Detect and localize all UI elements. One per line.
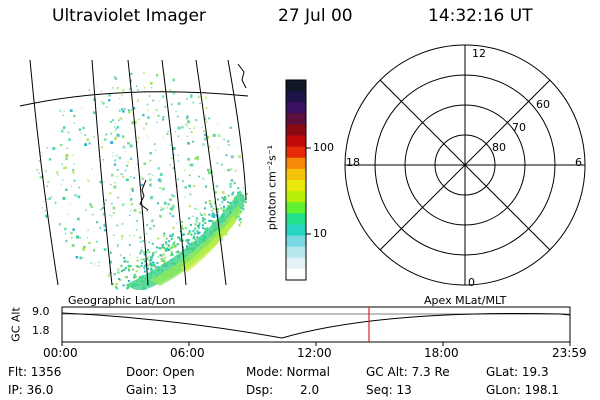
colorbar-segment xyxy=(286,257,306,270)
colorbar-segment xyxy=(286,235,306,248)
date-label: 27 Jul 00 xyxy=(278,6,353,26)
mlt-label-0: 0 xyxy=(468,276,475,289)
glat-value: GLat: 19.3 xyxy=(486,365,549,379)
colorbar-segment xyxy=(286,157,306,170)
mlt-label-18: 18 xyxy=(346,156,360,169)
colorbar-segment xyxy=(286,135,306,148)
gc-alt-axis-label: GC Alt xyxy=(9,307,23,342)
colorbar-segment xyxy=(286,124,306,137)
gain-value: Gain: 13 xyxy=(126,383,177,397)
colorbar-segment xyxy=(286,180,306,192)
colorbar-segment xyxy=(286,168,306,181)
color-bar xyxy=(286,80,306,281)
ip-value: IP: 36.0 xyxy=(8,383,54,397)
colorbar-unit-label: photon cm⁻²s⁻¹ xyxy=(265,144,279,231)
lat-label-80: 80 xyxy=(492,141,506,154)
x-tick-0000: 00:00 xyxy=(43,346,78,360)
colorbar-tick-10: 10 xyxy=(313,227,327,240)
x-tick-0600: 06:00 xyxy=(170,346,205,360)
colorbar-segment xyxy=(286,91,306,103)
altitude-timeline xyxy=(61,306,571,346)
aurora-image xyxy=(19,60,248,290)
y-tick-9: 9.0 xyxy=(32,305,50,318)
colorbar-segment xyxy=(286,80,306,92)
dsp-label: Dsp: xyxy=(246,383,274,397)
colorbar-tick-100: 100 xyxy=(313,141,334,154)
x-tick-1200: 12:00 xyxy=(297,346,332,360)
timeline-right-label: Apex MLat/MLT xyxy=(424,294,507,307)
glon-value: GLon: 198.1 xyxy=(486,383,559,397)
colorbar-segment xyxy=(286,113,306,125)
timeline-left-label: Geographic Lat/Lon xyxy=(68,294,176,307)
y-tick-1.8: 1.8 xyxy=(32,324,50,337)
flight-number: Flt: 1356 xyxy=(8,365,62,379)
instrument-title: Ultraviolet Imager xyxy=(52,6,206,26)
colorbar-segment xyxy=(286,191,306,203)
gc-alt-value: GC Alt: 7.3 Re xyxy=(366,365,450,379)
x-tick-2359: 23:59 xyxy=(552,346,587,360)
sequence-value: Seq: 13 xyxy=(366,383,412,397)
mlt-label-12: 12 xyxy=(472,47,486,60)
polar-mlt-plot xyxy=(344,44,586,286)
lat-label-60: 60 xyxy=(536,98,550,111)
colorbar-segment xyxy=(286,202,306,214)
colorbar-segment xyxy=(286,224,306,237)
door-status: Door: Open xyxy=(126,365,195,379)
time-label: 14:32:16 UT xyxy=(428,6,533,26)
colorbar-segment xyxy=(286,102,306,114)
mlt-label-6: 6 xyxy=(575,156,582,169)
colorbar-segment xyxy=(286,146,306,159)
colorbar-segment xyxy=(286,213,306,225)
colorbar-segment xyxy=(286,268,306,281)
mode-status: Mode: Normal xyxy=(246,365,330,379)
x-tick-1800: 18:00 xyxy=(424,346,459,360)
colorbar-segment xyxy=(286,246,306,259)
lat-label-70: 70 xyxy=(512,121,526,134)
dsp-value: 2.0 xyxy=(300,383,320,397)
